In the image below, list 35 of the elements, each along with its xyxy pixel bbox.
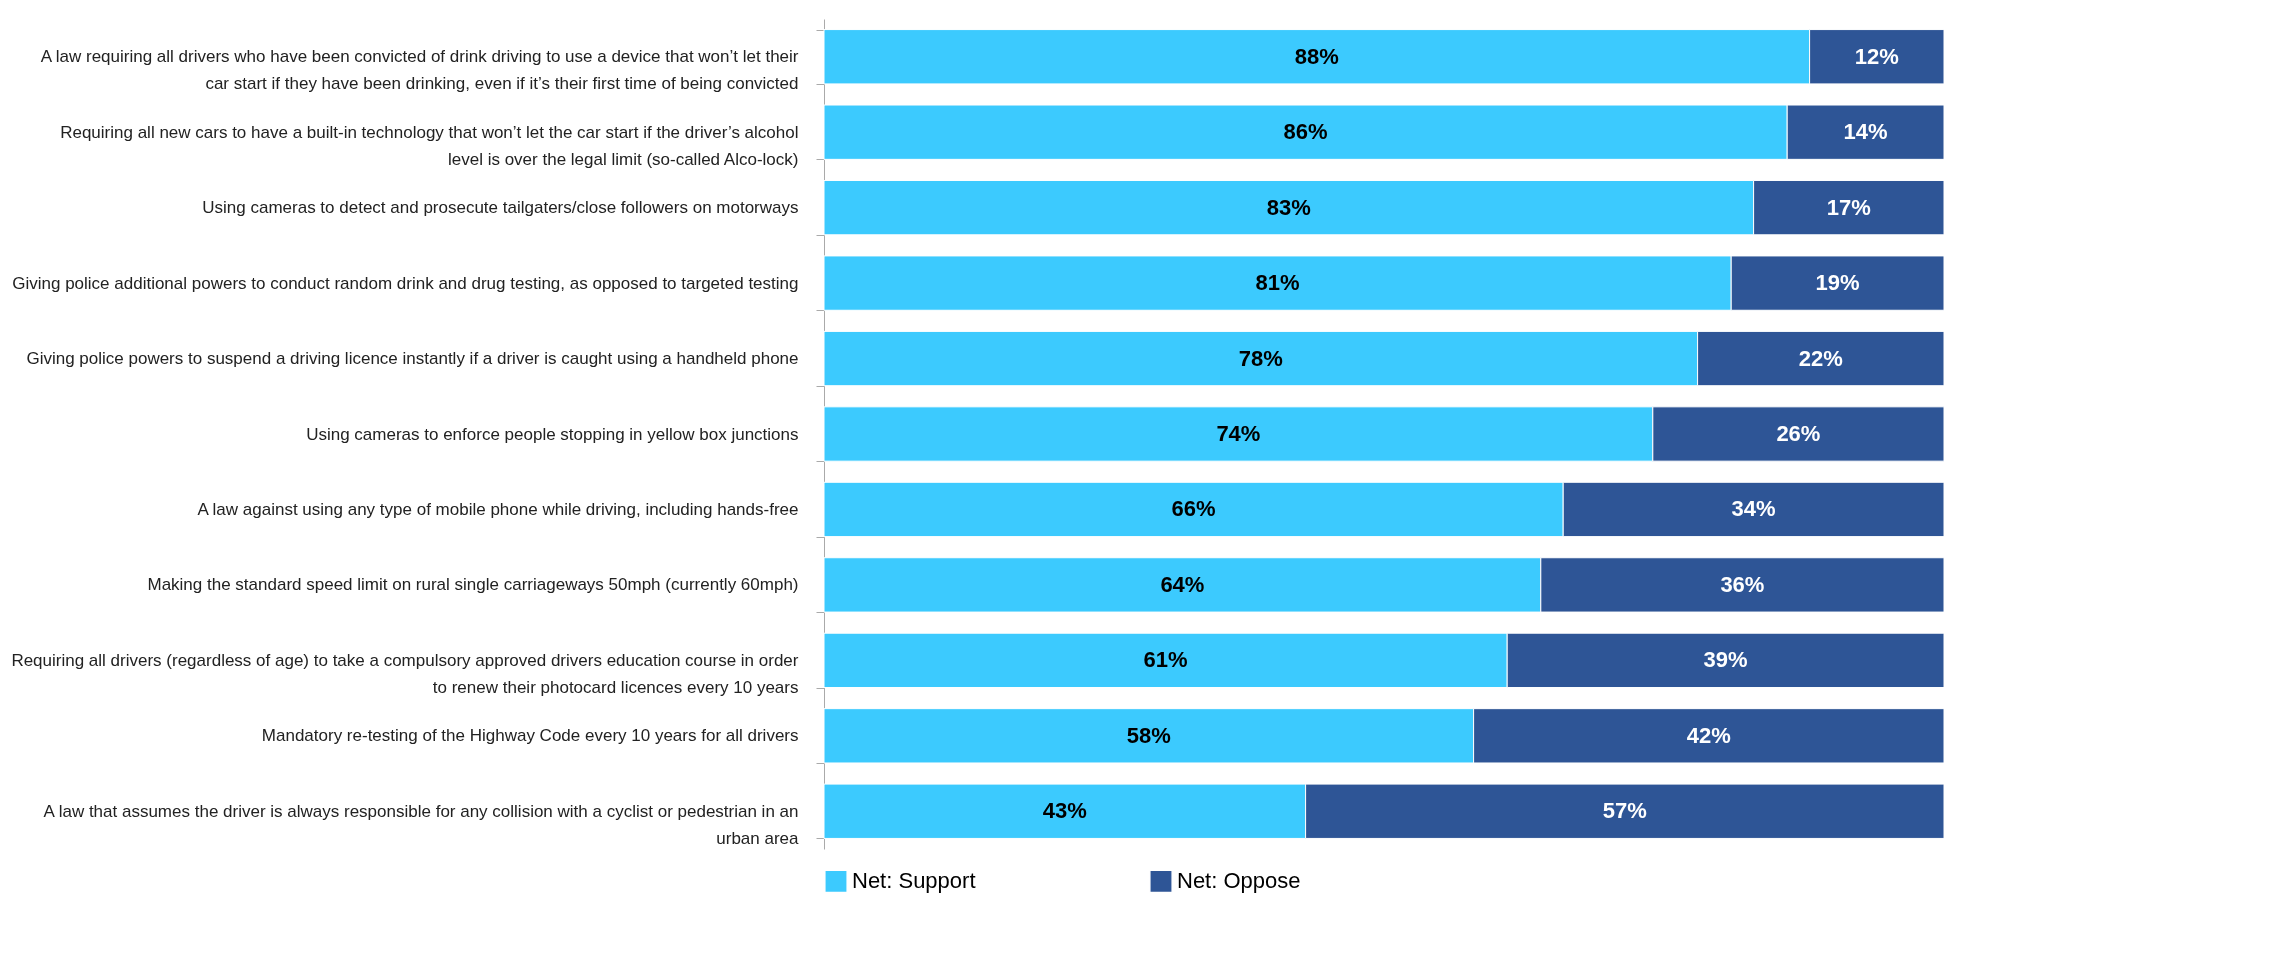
y-tick-label: Requiring all drivers (regardless of age) to take a compulsory approved drivers education course in order to renew their photocard licences every 10 years — [11, 650, 799, 697]
data-label: 36% — [1720, 571, 1765, 597]
data-label: 88% — [1294, 43, 1339, 69]
data-label: 78% — [1238, 345, 1283, 371]
y-tick-label: A law that assumes the driver is always responsible for any collision with a cyclist or pedestrian in an urban area — [43, 801, 800, 848]
y-tick-label: Giving police additional powers to conduct random drink and drug testing, as opposed to targeted testing — [12, 273, 799, 293]
data-label: 61% — [1143, 647, 1188, 673]
data-label: 17% — [1826, 194, 1871, 220]
y-tick-label: Using cameras to detect and prosecute tailgaters/close followers on motorways — [202, 198, 799, 218]
data-label: 86% — [1283, 119, 1328, 145]
data-label: 42% — [1686, 722, 1731, 748]
data-label: 26% — [1776, 421, 1821, 446]
y-tick-label: Giving police powers to suspend a driving licence instantly if a driver is caught using a handheld phone — [26, 349, 799, 369]
data-label: 19% — [1815, 270, 1860, 296]
legend-label: Net: Support — [852, 868, 976, 894]
legend-label: Net: Oppose — [1177, 868, 1301, 894]
data-label: 43% — [1042, 798, 1087, 824]
y-tick-label: Using cameras to enforce people stopping in yellow box junctions — [306, 424, 799, 444]
data-label: 66% — [1171, 496, 1216, 522]
y-tick-label: Mandatory re-testing of the Highway Code every 10 years for all drivers — [261, 726, 799, 746]
data-label: 83% — [1266, 194, 1311, 220]
y-tick-label: A law against using any type of mobile phone while driving, including hands-free — [197, 499, 799, 519]
data-label: 81% — [1255, 270, 1300, 296]
data-label: 39% — [1703, 647, 1748, 673]
data-label: 34% — [1731, 496, 1776, 522]
data-label: 58% — [1126, 722, 1171, 748]
data-label: 12% — [1854, 43, 1899, 69]
y-tick-label: Requiring all new cars to have a built-in technology that won’t let the car start if the driver’s alcohol level is over the legal limit (so-called Alco-lock) — [60, 122, 799, 169]
data-label: 74% — [1216, 421, 1261, 446]
data-label: 14% — [1843, 119, 1888, 145]
data-label: 22% — [1798, 345, 1843, 371]
y-tick-label: A law requiring all drivers who have been convicted of drink driving to use a device that won’t let their car start if they have been drinking, even if it’s their first time of being convicted — [40, 47, 799, 94]
y-tick-label: Making the standard speed limit on rural single carriageways 50mph (currently 60mph) — [147, 575, 799, 595]
data-label: 64% — [1160, 571, 1205, 597]
data-label: 57% — [1602, 798, 1647, 824]
